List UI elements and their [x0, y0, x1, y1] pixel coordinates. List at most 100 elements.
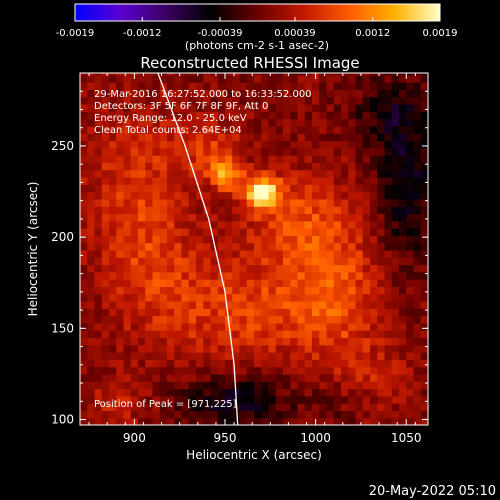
solar-limb-line — [157, 73, 239, 425]
heatmap-cell — [174, 373, 183, 382]
heatmap-cell — [399, 198, 407, 207]
heatmap-cell — [413, 155, 422, 163]
heatmap-cell — [384, 133, 393, 142]
heatmap-cell — [377, 249, 386, 258]
heatmap-cell — [94, 213, 103, 222]
heatmap-cell — [268, 249, 277, 258]
x-tick-label: 1050 — [391, 431, 422, 445]
heatmap-cell — [275, 293, 284, 302]
heatmap-cell — [87, 286, 96, 295]
heatmap-cell — [319, 308, 328, 317]
heatmap-cell — [80, 366, 88, 375]
heatmap-cell — [196, 198, 204, 207]
heatmap-cell — [319, 315, 328, 324]
heatmap-cell — [406, 176, 415, 185]
heatmap-cell — [370, 206, 378, 215]
heatmap-cell — [319, 271, 328, 280]
heatmap-cell — [239, 89, 248, 98]
heatmap-cell — [384, 220, 393, 229]
heatmap-cell — [261, 388, 270, 397]
heatmap-cell — [312, 403, 320, 412]
annotation-block: 29-Mar-2016 16:27:52.000 to 16:33:52.000… — [94, 89, 312, 136]
heatmap-cell — [312, 169, 320, 178]
heatmap-cell — [188, 286, 197, 295]
heatmap-cell — [333, 279, 342, 287]
heatmap-cell — [420, 264, 428, 273]
heatmap-cell — [370, 235, 378, 244]
heatmap-cell — [239, 169, 248, 178]
heatmap-cell — [391, 206, 400, 215]
heatmap-cell — [232, 410, 241, 419]
heatmap-cell — [116, 410, 125, 419]
heatmap-cell — [268, 235, 277, 244]
heatmap-cell — [319, 74, 328, 83]
heatmap-cell — [188, 133, 197, 142]
heatmap-cell — [384, 235, 393, 244]
heatmap-cell — [370, 74, 378, 83]
heatmap-cell — [275, 184, 284, 193]
heatmap-cell — [167, 249, 175, 258]
heatmap-cell — [391, 125, 400, 134]
heatmap-cell — [138, 111, 146, 120]
heatmap-cell — [304, 410, 313, 419]
heatmap-cell — [254, 89, 262, 98]
heatmap-cell — [406, 344, 415, 353]
heatmap-cell — [217, 286, 226, 295]
heatmap-cell — [377, 381, 386, 390]
heatmap-cell — [210, 293, 219, 302]
heatmap-cell — [261, 359, 270, 368]
heatmap-cell — [304, 417, 313, 425]
heatmap-cell — [174, 228, 183, 236]
heatmap-cell — [225, 176, 233, 185]
heatmap-cell — [297, 286, 306, 295]
heatmap-cell — [326, 206, 335, 215]
heatmap-cell — [94, 264, 103, 273]
heatmap-cell — [159, 235, 168, 244]
heatmap-cell — [355, 403, 364, 412]
heatmap-cell — [225, 286, 233, 295]
heatmap-cell — [138, 300, 146, 309]
heatmap-cell — [94, 279, 103, 287]
heatmap-cell — [326, 352, 335, 360]
heatmap-cell — [348, 337, 357, 346]
heatmap-cell — [123, 279, 132, 287]
heatmap-cell — [254, 147, 262, 156]
heatmap-cell — [94, 184, 103, 193]
heatmap-cell — [196, 373, 204, 382]
heatmap-cell — [138, 352, 146, 360]
heatmap-cell — [167, 198, 175, 207]
heatmap-cell — [275, 74, 284, 83]
heatmap-cell — [341, 220, 349, 229]
heatmap-cell — [406, 410, 415, 419]
heatmap-cell — [225, 249, 233, 258]
heatmap-cell — [399, 169, 407, 178]
heatmap-cell — [268, 184, 277, 193]
heatmap-cell — [138, 162, 146, 171]
heatmap-cell — [420, 198, 428, 207]
heatmap-cell — [304, 300, 313, 309]
heatmap-cell — [261, 73, 270, 76]
heatmap-cell — [203, 279, 212, 287]
heatmap-cell — [217, 410, 226, 419]
heatmap-cell — [406, 89, 415, 98]
heatmap-cell — [254, 220, 262, 229]
heatmap-cell — [268, 228, 277, 236]
heatmap-cell — [268, 308, 277, 317]
heatmap-cell — [188, 315, 197, 324]
heatmap-cell — [290, 235, 299, 244]
heatmap-cell — [348, 228, 357, 236]
heatmap-cell — [362, 410, 371, 419]
heatmap-cell — [413, 228, 422, 236]
heatmap-cell — [326, 96, 335, 105]
heatmap-cell — [297, 308, 306, 317]
heatmap-cell — [370, 147, 378, 156]
heatmap-cell — [420, 366, 428, 375]
heatmap-cell — [167, 410, 175, 419]
heatmap-cell — [399, 264, 407, 273]
heatmap-cell — [188, 125, 197, 134]
heatmap-cell — [326, 169, 335, 178]
heatmap-cell — [362, 352, 371, 360]
heatmap-cell — [203, 249, 212, 258]
heatmap-cell — [275, 308, 284, 317]
heatmap-cell — [116, 104, 125, 112]
